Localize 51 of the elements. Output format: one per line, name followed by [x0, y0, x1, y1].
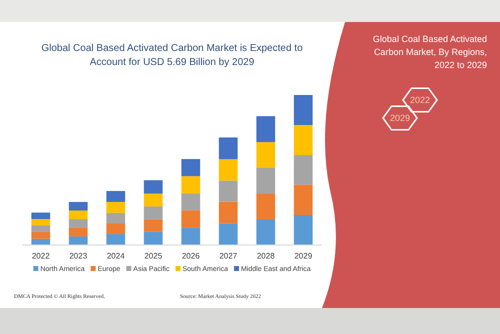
bar [294, 95, 313, 125]
bar [68, 202, 88, 210]
x-tick-label: 2022 [32, 252, 50, 261]
bar [31, 226, 50, 232]
bar [218, 223, 238, 245]
bar [106, 223, 126, 234]
x-tick-label: 2029 [294, 252, 313, 261]
bar [106, 191, 126, 202]
text: 2029 [390, 113, 410, 123]
bar [181, 159, 200, 176]
bar [68, 228, 88, 236]
bar [294, 184, 313, 215]
bar [294, 125, 313, 155]
bar [68, 236, 88, 245]
bar [144, 194, 163, 206]
bar [68, 219, 88, 228]
bar [106, 234, 126, 245]
bar [218, 137, 238, 160]
bar [144, 219, 163, 232]
bar [256, 168, 276, 194]
bar [181, 176, 200, 194]
chart-title: Global Coal Based Activated Carbon Market is Expected to Account for USD 5.69 Billion by 2029 [41, 43, 304, 68]
x-tick-label: 2025 [144, 252, 163, 261]
bar [144, 206, 163, 220]
x-tick-label: 2023 [69, 252, 88, 261]
bar [106, 202, 126, 213]
bar [256, 194, 276, 220]
text: Global Coal Based Activated Carbon Market, By Regions, 2022 to 2029 [372, 34, 487, 70]
x-tick-label: 2028 [256, 252, 276, 261]
bar [68, 210, 88, 220]
x-tick-label: 2027 [219, 252, 238, 261]
bar [218, 202, 238, 224]
bar [181, 228, 200, 245]
bar [31, 232, 50, 239]
bar [181, 210, 200, 228]
bar [294, 155, 313, 185]
bar [256, 142, 276, 168]
bar [31, 219, 50, 226]
bar [181, 194, 200, 210]
bar [144, 232, 163, 245]
x-tick-label: 2024 [106, 252, 126, 261]
bar [256, 116, 276, 142]
bar [218, 180, 238, 202]
bar [31, 212, 50, 220]
x-tick-label: 2026 [182, 252, 200, 261]
bar [294, 215, 313, 245]
bar [256, 220, 276, 245]
bar [144, 180, 163, 194]
bar [218, 159, 238, 181]
text: 2022 [410, 95, 430, 105]
bar [106, 212, 126, 224]
